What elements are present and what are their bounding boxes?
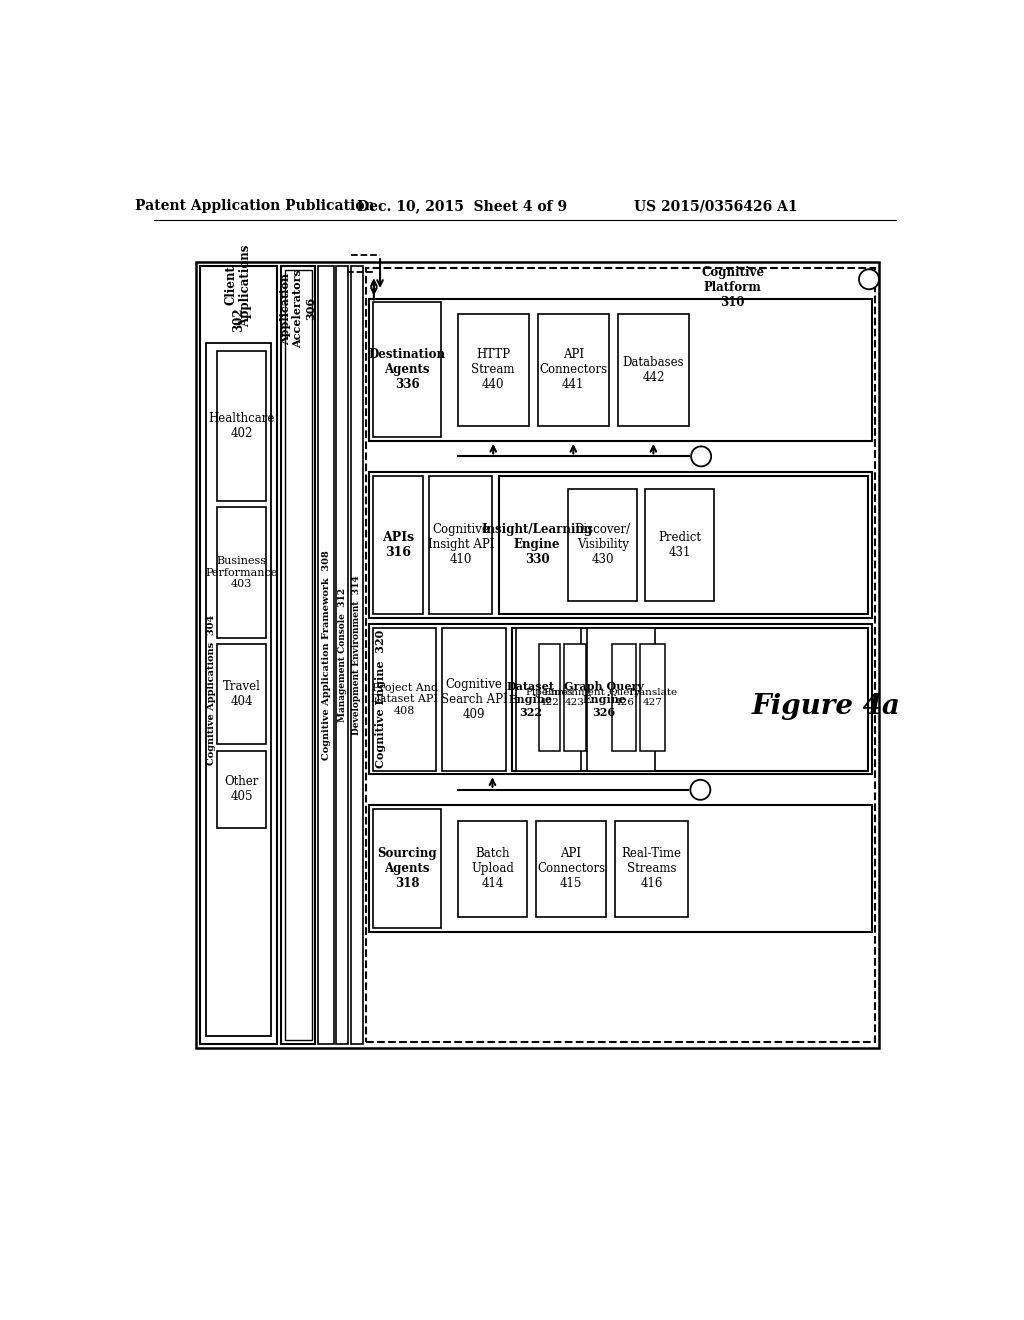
Bar: [217, 751, 266, 828]
Text: Project And
Dataset API
408: Project And Dataset API 408: [372, 682, 438, 715]
Text: Patent Application Publication: Patent Application Publication: [135, 199, 375, 213]
Bar: [196, 263, 879, 1048]
Text: Cognitive Application Framework  308: Cognitive Application Framework 308: [322, 550, 331, 760]
Text: Pipelines
422: Pipelines 422: [525, 688, 573, 708]
Bar: [458, 821, 527, 917]
Bar: [200, 267, 276, 1044]
Text: Dataset
Engine
322: Dataset Engine 322: [507, 681, 555, 718]
Bar: [285, 271, 311, 1040]
Bar: [645, 488, 714, 601]
Text: 302: 302: [231, 308, 245, 333]
Bar: [515, 628, 581, 771]
Text: Discover/
Visibility
430: Discover/ Visibility 430: [574, 524, 631, 566]
Bar: [370, 298, 872, 441]
Bar: [617, 314, 689, 425]
Bar: [351, 267, 364, 1044]
Bar: [370, 471, 872, 618]
Text: Travel
404: Travel 404: [222, 680, 260, 709]
Bar: [206, 343, 270, 1036]
Bar: [587, 628, 655, 771]
Text: Databases
442: Databases 442: [623, 356, 684, 384]
Bar: [538, 314, 608, 425]
Bar: [217, 644, 266, 744]
Bar: [611, 644, 637, 751]
Text: Query
426: Query 426: [608, 688, 640, 708]
Text: Healthcare
402: Healthcare 402: [208, 412, 274, 440]
Text: Cognitive
Platform
310: Cognitive Platform 310: [701, 267, 764, 309]
Text: Graph Query
Engine
326: Graph Query Engine 326: [564, 681, 644, 718]
Text: Insight/Learning
Engine
330: Insight/Learning Engine 330: [481, 524, 593, 566]
Text: API
Connectors
415: API Connectors 415: [537, 847, 605, 890]
Text: Cognitive Engine  320: Cognitive Engine 320: [375, 630, 386, 768]
Text: Translate
427: Translate 427: [628, 688, 678, 708]
Text: 2: 2: [696, 450, 706, 463]
Circle shape: [859, 269, 879, 289]
Text: Batch
Upload
414: Batch Upload 414: [471, 847, 514, 890]
Text: 3: 3: [864, 273, 873, 286]
Text: Sourcing
Agents
318: Sourcing Agents 318: [377, 847, 437, 890]
Bar: [512, 628, 868, 771]
Text: Destination
Agents
336: Destination Agents 336: [369, 348, 445, 391]
Text: API
Connectors
441: API Connectors 441: [540, 348, 607, 391]
Bar: [281, 267, 315, 1044]
Text: Enrichment
423: Enrichment 423: [544, 688, 606, 708]
Text: Other
405: Other 405: [224, 775, 259, 803]
Bar: [568, 488, 637, 601]
Circle shape: [691, 446, 711, 466]
Bar: [614, 821, 688, 917]
Text: 1: 1: [696, 783, 705, 796]
Bar: [373, 809, 441, 928]
Text: Dec. 10, 2015  Sheet 4 of 9: Dec. 10, 2015 Sheet 4 of 9: [356, 199, 566, 213]
Bar: [537, 821, 605, 917]
Bar: [499, 475, 868, 614]
Text: Cognitive
Search API
409: Cognitive Search API 409: [440, 678, 507, 721]
Text: Predict
431: Predict 431: [658, 531, 701, 558]
Text: Real-Time
Streams
416: Real-Time Streams 416: [622, 847, 681, 890]
Bar: [429, 475, 493, 614]
Text: Figure 4a: Figure 4a: [752, 693, 900, 721]
Bar: [370, 624, 872, 775]
Text: Application
Accelerators
306: Application Accelerators 306: [280, 269, 316, 348]
Text: Cognitive Applications  304: Cognitive Applications 304: [207, 615, 216, 764]
Bar: [367, 268, 876, 1043]
Text: Cognitive
Insight API
410: Cognitive Insight API 410: [428, 524, 495, 566]
Text: HTTP
Stream
440: HTTP Stream 440: [471, 348, 515, 391]
Text: US 2015/0356426 A1: US 2015/0356426 A1: [634, 199, 798, 213]
Text: Business
Performance
403: Business Performance 403: [206, 556, 278, 589]
Bar: [640, 644, 665, 751]
Bar: [442, 628, 506, 771]
Bar: [217, 507, 266, 638]
Text: APIs
316: APIs 316: [382, 531, 414, 558]
Bar: [373, 302, 441, 437]
Text: Management Console  312: Management Console 312: [338, 587, 347, 722]
Bar: [370, 805, 872, 932]
Bar: [373, 628, 436, 771]
Text: Client
Applications: Client Applications: [224, 244, 252, 326]
Bar: [336, 267, 348, 1044]
Bar: [217, 351, 266, 502]
Bar: [373, 475, 423, 614]
Text: Development Environment  314: Development Environment 314: [352, 576, 361, 735]
Bar: [539, 644, 560, 751]
Circle shape: [690, 780, 711, 800]
Bar: [458, 314, 528, 425]
Bar: [564, 644, 586, 751]
Bar: [318, 267, 334, 1044]
